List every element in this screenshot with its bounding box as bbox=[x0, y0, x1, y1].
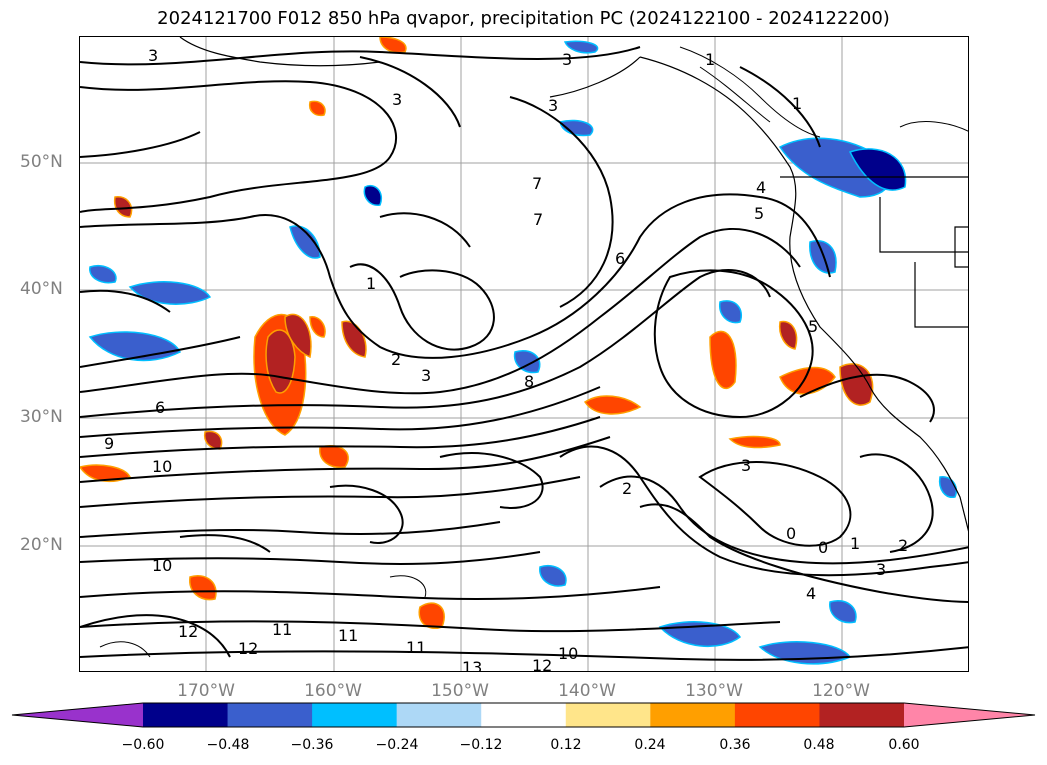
lon-label-140w: 140°W bbox=[558, 681, 616, 701]
lon-label-170w: 170°W bbox=[177, 681, 235, 701]
precip-negative-blobs bbox=[88, 40, 957, 665]
contour-label: 12 bbox=[238, 639, 258, 658]
contour-label: 3 bbox=[562, 50, 572, 69]
qvapor-contours bbox=[80, 46, 968, 661]
contour-label: 5 bbox=[808, 317, 818, 336]
contour-label: 4 bbox=[756, 178, 766, 197]
contour-label: 2 bbox=[391, 350, 401, 369]
lon-label-160w: 160°W bbox=[304, 681, 362, 701]
contour-label: 11 bbox=[272, 620, 292, 639]
map-panel[interactable]: 3 3 3 3 1 1 4 5 7 7 6 1 2 3 5 6 8 9 10 2… bbox=[79, 36, 969, 672]
contour-label: 5 bbox=[754, 204, 764, 223]
contour-label: 10 bbox=[558, 644, 578, 663]
contour-label: 0 bbox=[786, 524, 796, 543]
colorbar-tick: 0.36 bbox=[719, 737, 751, 753]
colorbar-segment bbox=[312, 703, 398, 727]
lat-label-30n: 30°N bbox=[20, 407, 63, 427]
contour-label: 3 bbox=[148, 46, 158, 65]
lat-label-40n: 40°N bbox=[20, 279, 63, 299]
colorbar-segment bbox=[227, 703, 313, 727]
contour-label: 7 bbox=[532, 174, 542, 193]
contour-label: 0 bbox=[818, 538, 828, 557]
precip-positive-blobs bbox=[80, 37, 874, 629]
contour-label: 3 bbox=[421, 366, 431, 385]
colorbar-tick: −0.60 bbox=[121, 737, 165, 753]
contour-label: 6 bbox=[155, 398, 165, 417]
contour-label: 4 bbox=[806, 584, 816, 603]
lat-label-50n: 50°N bbox=[20, 152, 63, 172]
contour-label: 3 bbox=[741, 456, 751, 475]
contour-label: 3 bbox=[392, 90, 402, 109]
contour-label: 9 bbox=[104, 434, 114, 453]
lon-label-130w: 130°W bbox=[685, 681, 743, 701]
colorbar-tick: −0.12 bbox=[459, 737, 503, 753]
colorbar bbox=[11, 702, 1036, 728]
colorbar-tick: 0.48 bbox=[803, 737, 835, 753]
colorbar-tick: 0.12 bbox=[550, 737, 582, 753]
contour-label: 12 bbox=[532, 656, 552, 672]
colorbar-segment bbox=[143, 703, 229, 727]
contour-label: 2 bbox=[622, 479, 632, 498]
colorbar-extension-high bbox=[904, 703, 1035, 727]
lat-label-20n: 20°N bbox=[20, 535, 63, 555]
colorbar-tick: 0.24 bbox=[634, 737, 666, 753]
contour-label: 11 bbox=[338, 626, 358, 645]
contour-label: 1 bbox=[705, 50, 715, 69]
colorbar-segment bbox=[481, 703, 567, 727]
colorbar-segment bbox=[734, 703, 820, 727]
contour-label: 12 bbox=[178, 622, 198, 641]
colorbar-segment bbox=[819, 703, 905, 727]
colorbar-segment bbox=[396, 703, 482, 727]
contour-label-group: 3 3 3 3 1 1 4 5 7 7 6 1 2 3 5 6 8 9 10 2… bbox=[104, 46, 908, 672]
contour-label: 10 bbox=[152, 556, 172, 575]
colorbar-segment bbox=[650, 703, 736, 727]
colorbar-segment bbox=[565, 703, 651, 727]
contour-label: 3 bbox=[876, 560, 886, 579]
coastline bbox=[179, 37, 968, 532]
colorbar-tick: 0.60 bbox=[888, 737, 920, 753]
map-title: 2024121700 F012 850 hPa qvapor, precipit… bbox=[157, 8, 890, 29]
colorbar-tick: −0.48 bbox=[206, 737, 250, 753]
minor-contours bbox=[99, 46, 968, 658]
colorbar-extension-low bbox=[12, 703, 143, 727]
map-svg: 3 3 3 3 1 1 4 5 7 7 6 1 2 3 5 6 8 9 10 2… bbox=[80, 37, 968, 672]
contour-label: 2 bbox=[898, 536, 908, 555]
contour-label: 1 bbox=[850, 534, 860, 553]
contour-label: 11 bbox=[406, 638, 426, 657]
colorbar-tick: −0.36 bbox=[290, 737, 334, 753]
contour-label: 6 bbox=[615, 249, 625, 268]
contour-label: 13 bbox=[462, 658, 482, 672]
contour-label: 1 bbox=[792, 94, 802, 113]
contour-label: 7 bbox=[533, 210, 543, 229]
contour-label: 1 bbox=[366, 274, 376, 293]
lon-label-120w: 120°W bbox=[812, 681, 870, 701]
contour-label: 10 bbox=[152, 457, 172, 476]
contour-label: 8 bbox=[524, 372, 534, 391]
colorbar-tick: −0.24 bbox=[375, 737, 419, 753]
lon-label-150w: 150°W bbox=[431, 681, 489, 701]
contour-label: 3 bbox=[548, 96, 558, 115]
